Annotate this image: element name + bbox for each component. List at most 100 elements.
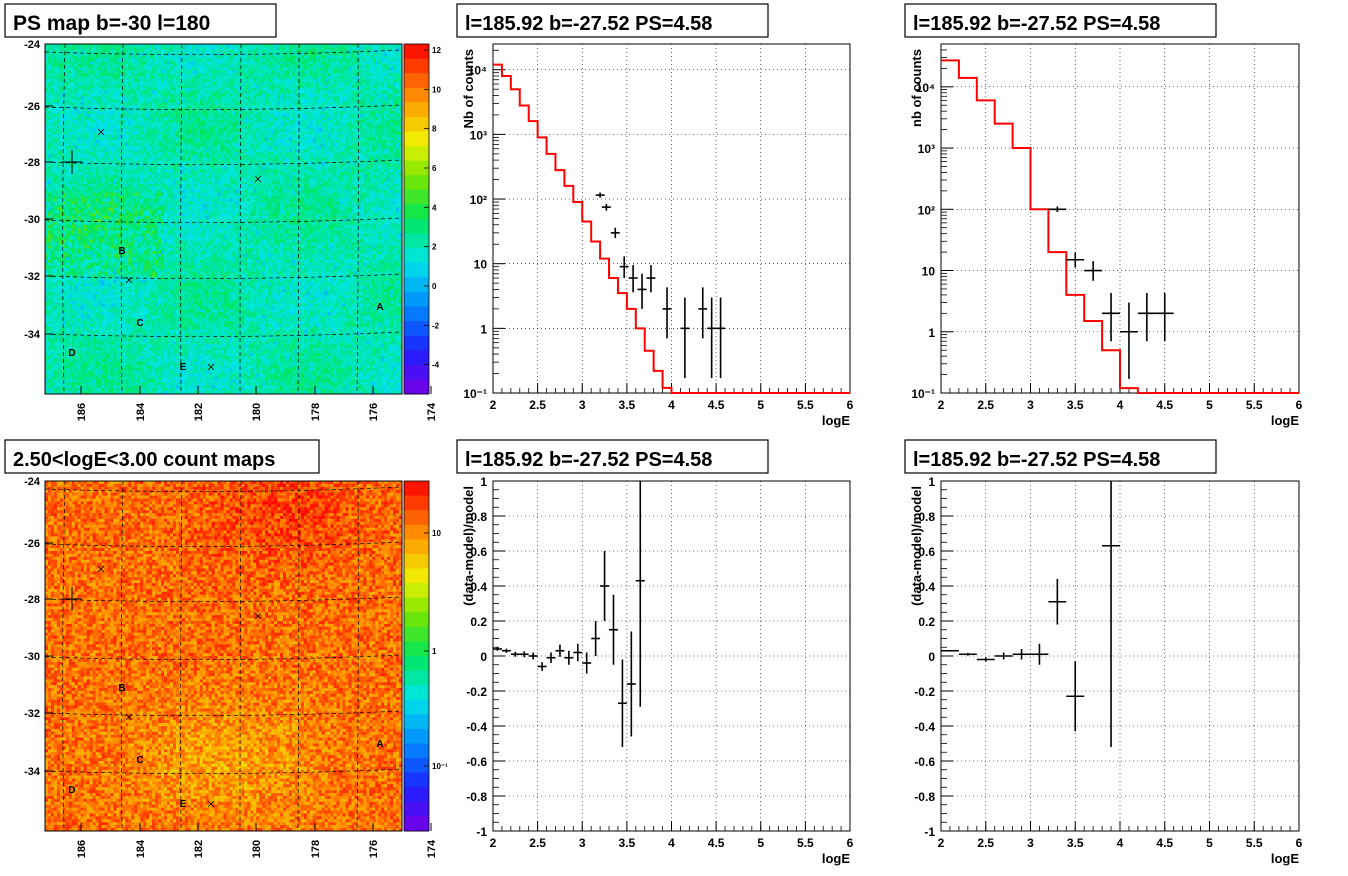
heatmap-cell xyxy=(184,140,189,144)
heatmap-cell xyxy=(309,160,314,164)
heatmap-cell xyxy=(74,119,79,124)
heatmap-cell xyxy=(229,55,233,59)
heatmap-cell xyxy=(238,151,242,156)
heatmap-cell xyxy=(372,105,376,109)
heatmap-cell xyxy=(187,143,192,147)
heatmap-cell xyxy=(357,102,361,106)
heatmap-cell xyxy=(280,151,284,156)
heatmap-cell xyxy=(122,114,126,118)
heatmap-cell xyxy=(363,44,367,48)
heatmap-cell xyxy=(384,149,388,153)
heatmap-cell xyxy=(181,52,186,57)
heatmap-cell xyxy=(98,79,102,83)
heatmap-cell xyxy=(241,49,245,54)
heatmap-cell xyxy=(193,137,198,141)
heatmap-cell xyxy=(321,96,326,100)
heatmap-cell xyxy=(71,134,76,138)
heatmap-cell xyxy=(235,137,239,141)
heatmap-cell xyxy=(128,93,132,97)
heatmap-cell xyxy=(208,131,213,135)
heatmap-cell xyxy=(92,49,96,54)
heatmap-cell xyxy=(205,61,210,65)
heatmap-cell xyxy=(107,99,111,103)
heatmap-cell xyxy=(146,122,150,127)
heatmap-cell xyxy=(208,93,213,97)
heatmap-cell xyxy=(381,70,385,74)
heatmap-cell xyxy=(247,76,251,80)
heatmap-cell xyxy=(357,134,361,138)
heatmap-cell xyxy=(390,146,394,150)
heatmap-cell xyxy=(101,157,105,162)
heatmap-cell xyxy=(178,143,183,147)
heatmap-cell xyxy=(345,44,349,48)
heatmap-cell xyxy=(143,108,147,112)
heatmap-cell xyxy=(232,149,236,153)
heatmap-cell xyxy=(161,55,165,59)
heatmap-cell xyxy=(208,111,213,115)
heatmap-cell xyxy=(318,58,323,62)
heatmap-cell xyxy=(175,128,180,132)
heatmap-cell xyxy=(366,146,370,150)
heatmap-cell xyxy=(280,143,284,147)
heatmap-cell xyxy=(125,114,129,118)
heatmap-cell xyxy=(336,143,340,147)
heatmap-cell xyxy=(128,131,132,135)
heatmap-cell xyxy=(161,87,165,92)
heatmap-cell xyxy=(202,81,207,86)
heatmap-cell xyxy=(399,102,403,106)
heatmap-cell xyxy=(152,125,156,129)
map-bottom-title: 2.50<logE<3.00 count maps xyxy=(13,449,275,471)
heatmap-cell xyxy=(241,131,245,135)
heatmap-cell xyxy=(339,64,343,68)
heatmap-cell xyxy=(53,79,58,83)
heatmap-cell xyxy=(393,90,397,94)
heatmap-cell xyxy=(199,157,204,162)
heatmap-cell xyxy=(149,151,153,156)
heatmap-cell xyxy=(190,122,195,127)
heatmap-cell xyxy=(250,111,254,115)
heatmap-cell xyxy=(68,116,73,121)
heatmap-cell xyxy=(226,73,230,77)
heatmap-cell xyxy=(169,116,174,121)
heatmap-cell xyxy=(62,102,67,106)
heatmap-cell xyxy=(229,116,233,121)
heatmap-cell xyxy=(277,61,281,65)
heatmap-cell xyxy=(190,81,195,86)
heatmap-cell xyxy=(283,102,287,106)
heatmap-cell xyxy=(45,143,49,147)
heatmap-cell xyxy=(294,52,299,57)
heatmap-cell xyxy=(256,90,260,94)
heatmap-cell xyxy=(333,46,337,51)
heatmap-cell xyxy=(271,154,275,159)
heatmap-cell xyxy=(399,154,403,159)
heatmap-cell xyxy=(86,154,91,159)
heatmap-cell xyxy=(92,146,96,150)
heatmap-cell xyxy=(122,128,126,132)
heatmap-cell xyxy=(399,131,403,135)
heatmap-cell xyxy=(390,114,394,118)
heatmap-cell xyxy=(384,58,388,62)
heatmap-cell xyxy=(366,93,370,97)
heatmap-cell xyxy=(199,143,204,147)
heatmap-cell xyxy=(268,61,272,65)
heatmap-cell xyxy=(77,128,82,132)
heatmap-cell xyxy=(113,84,117,89)
heatmap-cell xyxy=(378,151,382,156)
heatmap-cell xyxy=(262,105,266,109)
heatmap-cell xyxy=(288,154,293,159)
heatmap-cell xyxy=(309,146,314,150)
heatmap-cell xyxy=(166,93,171,97)
heatmap-cell xyxy=(107,154,111,159)
heatmap-cell xyxy=(146,114,150,118)
heatmap-cell xyxy=(247,46,251,51)
heatmap-cell xyxy=(140,70,144,74)
heatmap-cell xyxy=(366,70,370,74)
heatmap-cell xyxy=(363,105,367,109)
heatmap-cell xyxy=(312,79,317,83)
heatmap-cell xyxy=(315,134,320,138)
heatmap-cell xyxy=(265,151,269,156)
heatmap-cell xyxy=(241,73,245,77)
heatmap-cell xyxy=(384,99,388,103)
heatmap-cell xyxy=(152,111,156,115)
heatmap-cell xyxy=(321,108,326,112)
